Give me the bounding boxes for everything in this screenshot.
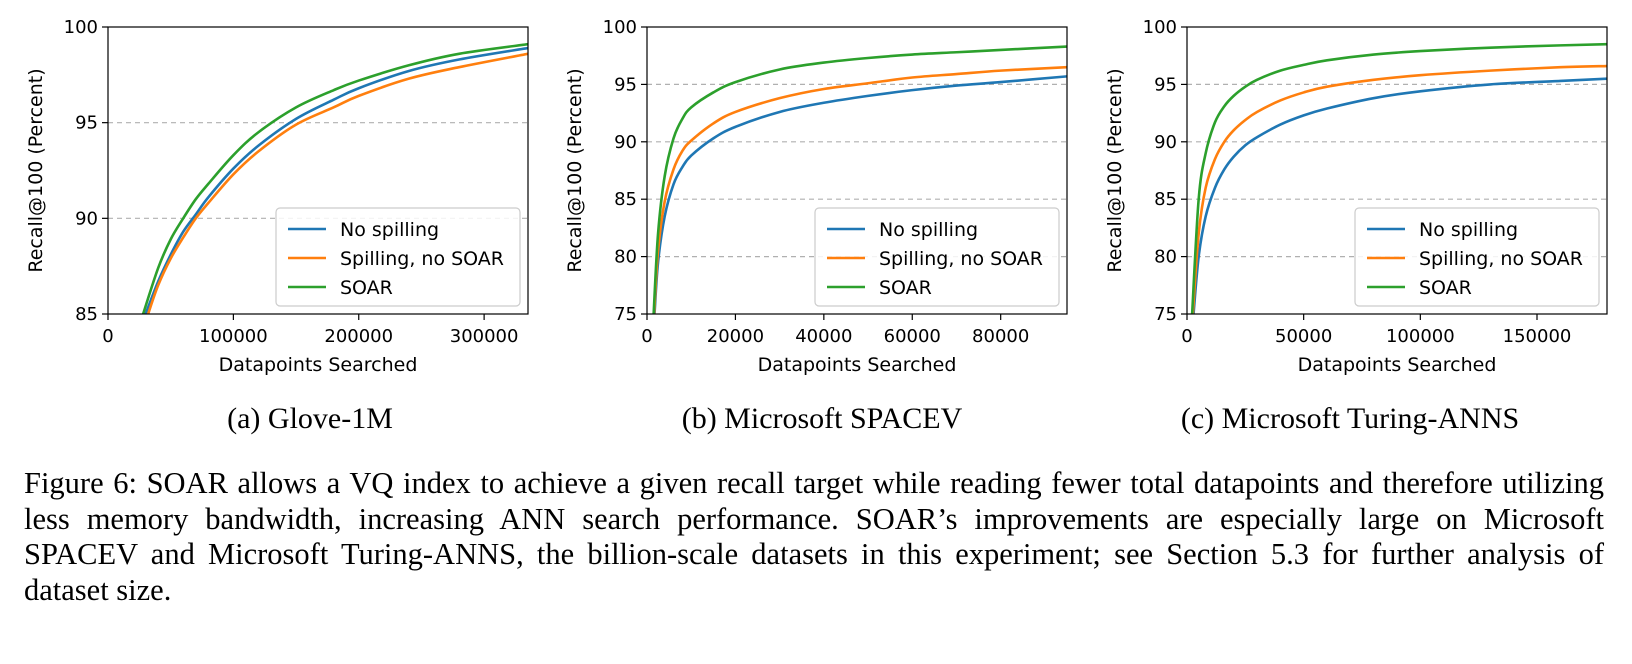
x-tick-label: 0	[1181, 326, 1192, 347]
y-tick-label: 85	[1154, 189, 1177, 210]
y-axis-label: Recall@100 (Percent)	[1104, 68, 1126, 272]
x-tick-label: 50000	[1275, 326, 1332, 347]
y-tick-label: 90	[614, 132, 637, 153]
legend-entry-label: No spilling	[1419, 219, 1518, 241]
x-tick-label: 0	[641, 326, 652, 347]
y-tick-label: 100	[64, 17, 98, 38]
y-tick-label: 75	[614, 304, 637, 325]
legend-entry-label: No spilling	[340, 219, 439, 241]
legend-box	[1354, 207, 1600, 307]
chart-panel-turing: 75 80 85 90 95 100 0 50000 100000 150000 Datapoint…	[1080, 0, 1632, 380]
x-tick-label: 20000	[707, 326, 764, 347]
legend-entry-label: SOAR	[879, 277, 932, 299]
series-line-2	[652, 45, 1067, 314]
x-tick-label: 60000	[884, 326, 941, 347]
x-tick-label: 300000	[450, 326, 519, 347]
y-tick-label: 85	[614, 189, 637, 210]
x-axis-label: Datapoints Searched	[219, 354, 418, 376]
legend: No spilling Spilling, no SOAR SOAR	[275, 207, 521, 307]
legend: No spilling Spilling, no SOAR SOAR	[1354, 207, 1600, 307]
series-line-0	[1192, 77, 1607, 314]
x-tick-label: 200000	[324, 326, 393, 347]
subcaption-glove: (a) Glove-1M	[227, 402, 393, 435]
chart-svg: 75 80 85 90 95 100 0 50000 100000 150000 Datapoint…	[1104, 17, 1608, 376]
y-tick-label: 90	[1154, 132, 1177, 153]
y-tick-label: 95	[75, 113, 98, 134]
chart-svg: 85 90 95 100 0 100000 200000 300000 Datapoints S…	[25, 17, 529, 376]
legend-entry-label: Spilling, no SOAR	[1419, 248, 1583, 270]
chart-panel-spacev: 75 80 85 90 95 100 0 20000 40000 60000 80000 Datapo…	[540, 0, 1100, 380]
series-line-1	[146, 52, 528, 314]
y-tick-label: 85	[75, 304, 98, 325]
series-line-1	[652, 65, 1067, 314]
x-tick-label: 80000	[972, 326, 1029, 347]
y-tick-label: 80	[614, 247, 637, 268]
y-tick-label: 75	[1154, 304, 1177, 325]
y-axis-label: Recall@100 (Percent)	[25, 68, 47, 272]
chart-panel-glove: 85 90 95 100 0 100000 200000 300000 Datapoints S…	[0, 0, 560, 380]
series-line-0	[653, 75, 1067, 314]
series-line-1	[1191, 64, 1607, 314]
y-tick-label: 100	[603, 17, 637, 38]
y-tick-label: 80	[1154, 247, 1177, 268]
plot-frame	[1186, 26, 1608, 315]
x-tick-label: 40000	[795, 326, 852, 347]
legend: No spilling Spilling, no SOAR SOAR	[814, 207, 1060, 307]
plot-frame	[646, 26, 1068, 315]
legend-entry-label: Spilling, no SOAR	[340, 248, 504, 270]
x-tick-label: 100000	[199, 326, 268, 347]
series-line-2	[141, 42, 528, 314]
chart-svg: 75 80 85 90 95 100 0 20000 40000 60000 80000 Datapo…	[564, 17, 1068, 376]
x-tick-label: 100000	[1386, 326, 1455, 347]
series-group	[1190, 42, 1607, 314]
y-axis-label: Recall@100 (Percent)	[564, 68, 586, 272]
legend-entry-label: Spilling, no SOAR	[879, 248, 1043, 270]
legend-entry-label: SOAR	[1419, 277, 1472, 299]
series-group	[652, 45, 1067, 314]
subcaption-spacev: (b) Microsoft SPACEV	[681, 402, 963, 435]
y-tick-label: 90	[75, 208, 98, 229]
subcaption-turing: (c) Microsoft Turing-ANNS	[1180, 402, 1520, 435]
series-line-2	[1190, 42, 1607, 314]
plot-frame	[107, 26, 529, 315]
x-tick-label: 0	[102, 326, 113, 347]
series-group	[141, 42, 528, 314]
y-tick-label: 95	[1154, 74, 1177, 95]
x-axis-label: Datapoints Searched	[1298, 354, 1497, 376]
legend-box	[814, 207, 1060, 307]
legend-entry-label: No spilling	[879, 219, 978, 241]
y-tick-label: 100	[1143, 17, 1177, 38]
x-tick-label: 150000	[1503, 326, 1572, 347]
y-tick-label: 95	[614, 74, 637, 95]
series-line-0	[144, 46, 528, 314]
legend-box	[275, 207, 521, 307]
grid-lines	[108, 122, 528, 219]
legend-entry-label: SOAR	[340, 277, 393, 299]
figure-caption: Figure 6: SOAR allows a VQ index to achi…	[24, 466, 1604, 607]
x-axis-label: Datapoints Searched	[758, 354, 957, 376]
